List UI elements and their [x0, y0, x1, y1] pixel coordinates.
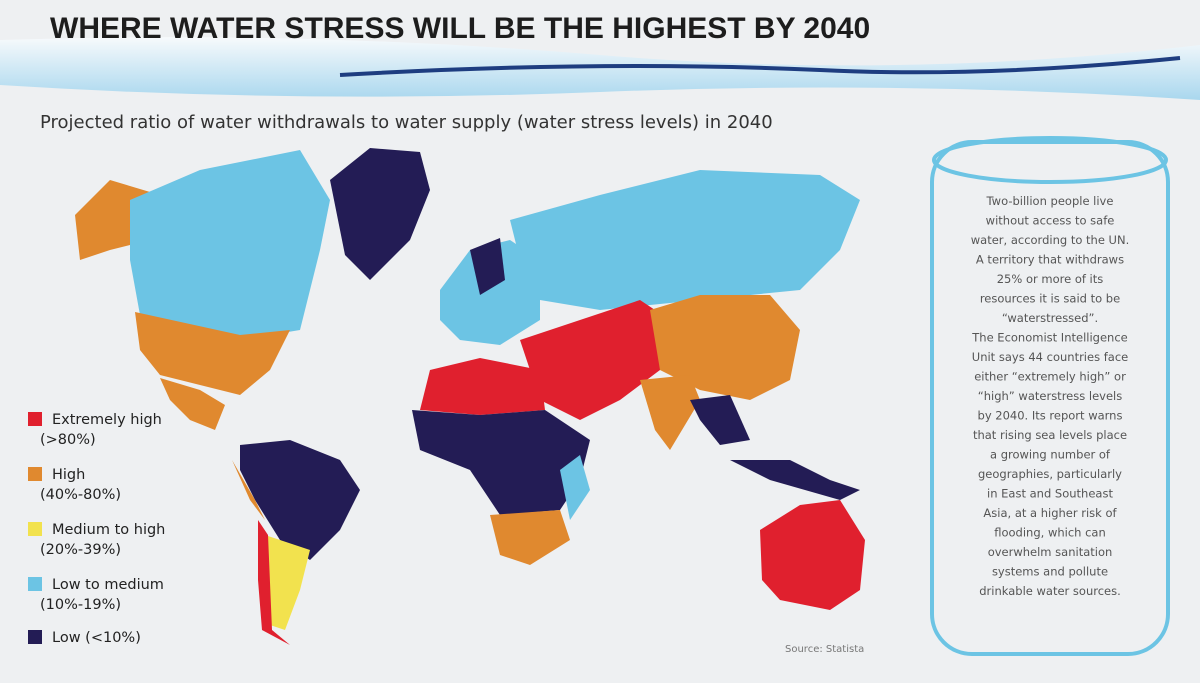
sidebar-text: a growing number of — [990, 448, 1111, 462]
sidebar-text: that rising sea levels place — [973, 428, 1127, 442]
legend-swatch — [28, 577, 42, 591]
sidebar-text: “high” waterstress levels — [978, 389, 1122, 403]
source: Source: Statista — [785, 644, 864, 655]
sidebar-text: A territory that withdraws — [976, 253, 1124, 267]
legend-swatch — [28, 412, 42, 426]
sidebar-text: by 2040. Its report warns — [978, 409, 1123, 423]
title: WHERE WATER STRESS WILL BE THE HIGHEST B… — [50, 12, 870, 45]
sidebar-text: water, according to the UN. — [971, 233, 1129, 247]
legend-swatch — [28, 522, 42, 536]
legend-range: (40%-80%) — [40, 487, 121, 503]
sidebar-text: flooding, which can — [994, 526, 1106, 540]
sidebar-text: drinkable water sources. — [979, 584, 1121, 598]
legend-label: Low (<10%) — [52, 630, 141, 646]
water-band — [0, 37, 1200, 100]
legend-swatch — [28, 630, 42, 644]
legend-label: High — [52, 467, 85, 483]
world-map — [75, 148, 865, 645]
sidebar-text: in East and Southeast — [987, 487, 1113, 501]
subtitle: Projected ratio of water withdrawals to … — [40, 112, 773, 133]
legend-range: (10%-19%) — [40, 597, 121, 613]
sidebar-text: Unit says 44 countries face — [972, 350, 1128, 364]
sidebar-text: 25% or more of its — [997, 272, 1104, 286]
sidebar — [930, 136, 1170, 656]
sidebar-text: without access to safe — [986, 214, 1115, 228]
sidebar-text: Two-billion people live — [986, 194, 1114, 208]
sidebar-text: “waterstressed”. — [1002, 311, 1098, 325]
sidebar-text: resources it is said to be — [980, 292, 1120, 306]
sidebar-text: geographies, particularly — [978, 467, 1122, 481]
sidebar-text: either “extremely high” or — [974, 370, 1126, 384]
legend-swatch — [28, 467, 42, 481]
legend-label: Low to medium — [52, 577, 164, 593]
sidebar-text: Asia, at a higher risk of — [983, 506, 1117, 520]
sidebar-text: systems and pollute — [992, 565, 1108, 579]
legend-range: (>80%) — [40, 432, 96, 448]
wave-line — [339, 56, 1181, 77]
sidebar-text: overwhelm sanitation — [988, 545, 1113, 559]
legend-label: Medium to high — [52, 522, 165, 538]
legend-label: Extremely high — [52, 412, 162, 428]
legend-range: (20%-39%) — [40, 542, 121, 558]
sidebar-text: The Economist Intelligence — [971, 331, 1127, 345]
